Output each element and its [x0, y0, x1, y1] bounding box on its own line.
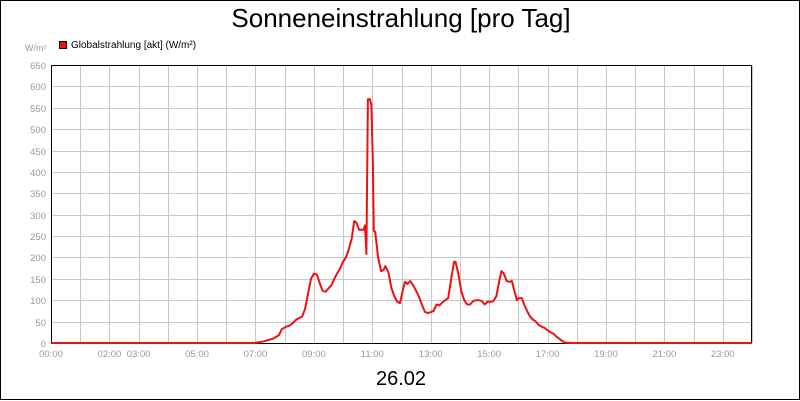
y-tick-label: 50 — [35, 318, 46, 329]
y-tick-label: 150 — [30, 275, 46, 286]
x-tick-label: 17:00 — [536, 349, 560, 360]
x-tick-label: 11:00 — [361, 349, 384, 360]
legend-swatch — [59, 41, 67, 49]
y-tick-label: 650 — [30, 61, 46, 72]
x-tick-label: 00:00 — [39, 349, 63, 360]
x-tick-label: 09:00 — [302, 349, 326, 360]
x-tick-label: 03:00 — [127, 349, 151, 360]
x-tick-label: 15:00 — [477, 349, 501, 360]
y-tick-label: 350 — [30, 189, 46, 200]
x-tick-label: 05:00 — [185, 349, 209, 360]
y-tick-label: 400 — [30, 168, 46, 179]
date-label: 26.02 — [375, 368, 427, 390]
x-tick-label: 19:00 — [594, 349, 618, 360]
y-axis-unit: W/m² — [25, 43, 47, 53]
y-tick-label: 450 — [30, 147, 46, 158]
y-tick-label: 550 — [30, 104, 46, 115]
x-tick-label: 13:00 — [419, 349, 443, 360]
plot-border — [51, 65, 752, 344]
x-tick-label: 07:00 — [244, 349, 268, 360]
series-line — [51, 98, 752, 344]
y-tick-label: 500 — [30, 125, 46, 136]
y-tick-label: 0 — [41, 339, 46, 350]
y-tick-label: 200 — [30, 253, 46, 264]
x-tick-label: 23:00 — [711, 349, 735, 360]
y-tick-label: 300 — [30, 211, 46, 222]
legend: Globalstrahlung [akt] (W/m²) — [59, 39, 196, 51]
y-tick-label: 100 — [30, 296, 46, 307]
chart-title: Sonneneinstrahlung [pro Tag] — [231, 3, 571, 33]
legend-label: Globalstrahlung [akt] (W/m²) — [71, 39, 197, 51]
x-tick-label: 02:00 — [98, 349, 122, 360]
y-tick-label: 600 — [30, 82, 46, 93]
x-tick-label: 21:00 — [652, 349, 676, 360]
y-tick-label: 250 — [30, 232, 46, 243]
